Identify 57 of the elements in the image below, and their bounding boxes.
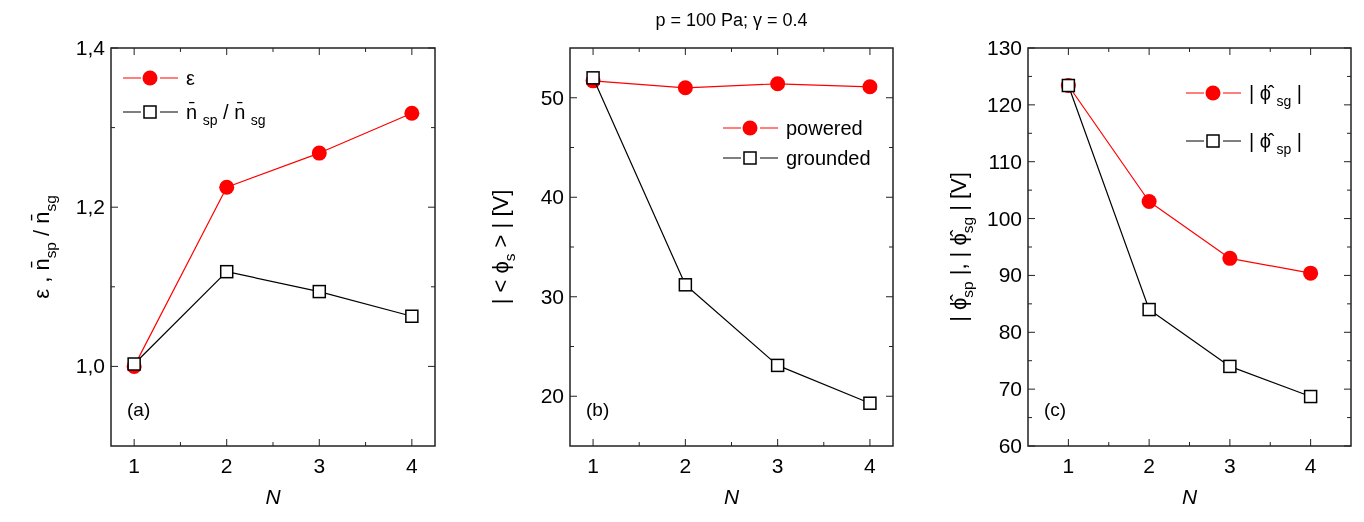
x-tick-label: 1 bbox=[587, 454, 599, 477]
point bbox=[1303, 265, 1319, 281]
annotation: (b) bbox=[586, 399, 610, 420]
annotation: (a) bbox=[127, 399, 151, 420]
legend-label: | ϕ̂ $_{sg}$ | bbox=[1249, 82, 1303, 109]
x-tick-label: 1 bbox=[1062, 454, 1075, 477]
legend-label: ε bbox=[186, 67, 195, 89]
y-tick-label: 110 bbox=[988, 149, 1022, 173]
x-tick-label: 2 bbox=[679, 454, 692, 477]
x-tick-label: 1 bbox=[128, 454, 140, 477]
y-tick-label: 1,4 bbox=[75, 36, 106, 59]
point bbox=[862, 79, 878, 95]
legend-label: n̄ $_{sp}$ / n̄ $_{sg}$ bbox=[186, 100, 266, 128]
point bbox=[1222, 250, 1238, 266]
x-tick-label: 3 bbox=[1224, 454, 1236, 477]
y-tick-label: 1,2 bbox=[75, 195, 105, 219]
legend-label: powered bbox=[786, 117, 863, 139]
annotation: (c) bbox=[1044, 399, 1067, 420]
chart-title: p = 100 Pa; γ = 0.4 bbox=[655, 10, 808, 30]
x-axis-title: N bbox=[265, 485, 282, 508]
x-tick-label: 2 bbox=[1143, 454, 1155, 477]
point bbox=[586, 71, 600, 85]
y-tick-label: 130 bbox=[986, 36, 1022, 59]
point bbox=[1223, 359, 1237, 374]
point bbox=[404, 105, 420, 121]
x-tick-label: 2 bbox=[220, 454, 233, 477]
point bbox=[678, 278, 693, 292]
y-tick-label: 90 bbox=[998, 263, 1022, 287]
y-tick-label: 80 bbox=[998, 320, 1022, 344]
x-tick-label: 3 bbox=[771, 454, 784, 477]
point bbox=[219, 264, 234, 279]
y-tick-label: 70 bbox=[998, 377, 1022, 401]
point bbox=[219, 179, 235, 195]
point bbox=[311, 145, 327, 161]
x-axis-title: N bbox=[1181, 485, 1198, 508]
y-tick-label: 20 bbox=[540, 384, 564, 408]
x-tick-label: 3 bbox=[313, 454, 326, 477]
point bbox=[770, 358, 785, 373]
y-tick-label: 120 bbox=[986, 92, 1022, 116]
legend-label: | ϕ̂ $_{sp}$ | bbox=[1249, 130, 1303, 157]
y-tick-label: 1,0 bbox=[75, 354, 105, 378]
y-tick-label: 100 bbox=[986, 206, 1022, 230]
x-tick-label: 4 bbox=[1304, 454, 1317, 477]
y-tick-label: 30 bbox=[540, 284, 564, 308]
legend-label: grounded bbox=[786, 147, 871, 169]
x-tick-label: 4 bbox=[406, 454, 419, 477]
point bbox=[1142, 302, 1156, 317]
x-axis-title: N bbox=[723, 485, 740, 508]
x-tick-label: 4 bbox=[864, 454, 877, 477]
point bbox=[312, 284, 327, 299]
y-tick-label: 40 bbox=[540, 185, 564, 209]
y-tick-label: 50 bbox=[540, 85, 564, 109]
point bbox=[1141, 194, 1157, 210]
point bbox=[1303, 389, 1318, 404]
y-tick-label: 60 bbox=[998, 434, 1022, 457]
point bbox=[677, 80, 693, 96]
point bbox=[770, 76, 786, 92]
